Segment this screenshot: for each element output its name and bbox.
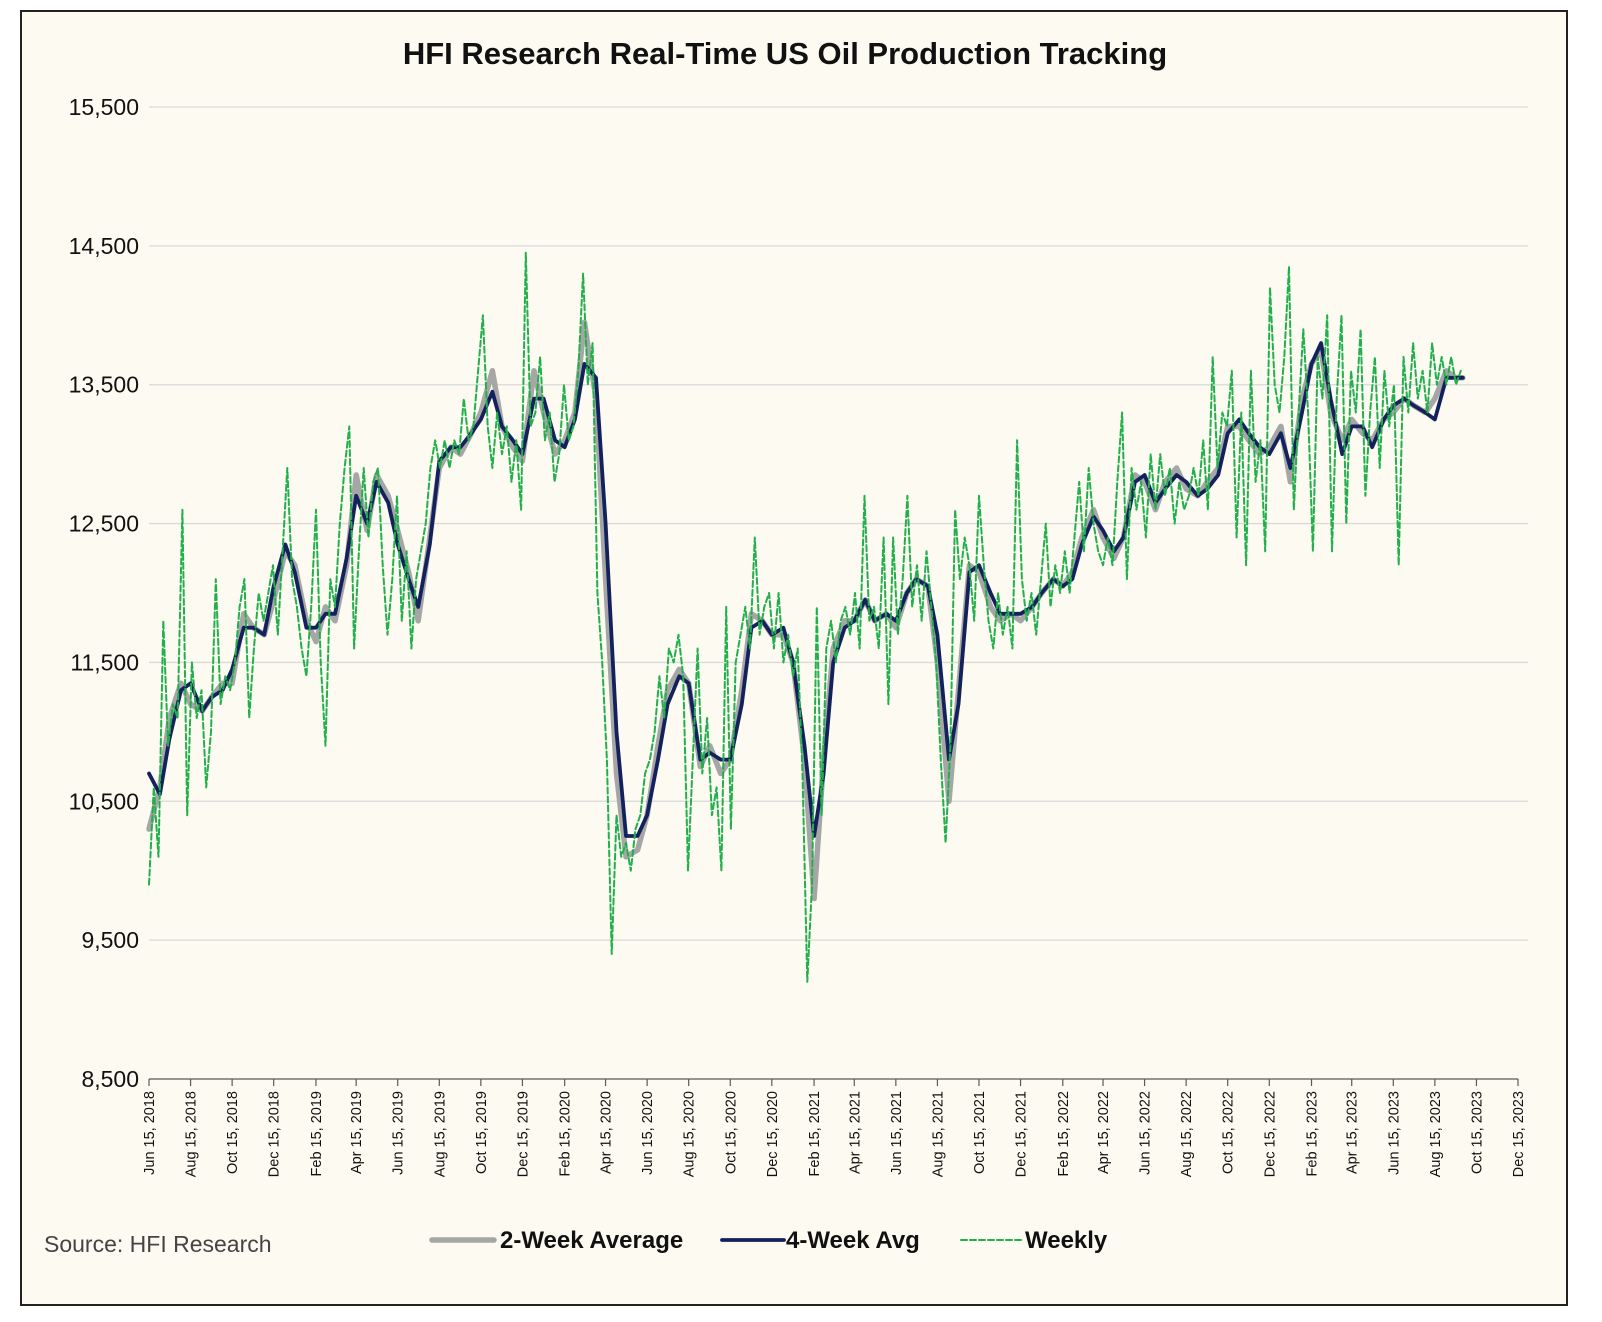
- x-tick-label: Aug 15, 2019: [432, 1091, 448, 1177]
- legend-label-4-week-avg: 4-Week Avg: [786, 1227, 920, 1254]
- x-tick-label: Dec 15, 2023: [1511, 1091, 1527, 1177]
- y-tick-label: 15,500: [69, 94, 139, 120]
- x-tick-label: Feb 15, 2023: [1305, 1091, 1321, 1176]
- y-tick-label: 12,500: [69, 511, 139, 537]
- y-tick-label: 9,500: [81, 927, 139, 953]
- x-tick-label: Oct 15, 2019: [474, 1091, 490, 1174]
- series-line-2-week-average: [146, 319, 1466, 902]
- y-tick-label: 10,500: [69, 788, 139, 814]
- y-tick-label: 11,500: [70, 649, 139, 675]
- x-tick-label: Aug 15, 2022: [1179, 1091, 1195, 1177]
- x-tick-label: Jun 15, 2021: [889, 1091, 905, 1175]
- chart-title: HFI Research Real-Time US Oil Production…: [403, 36, 1167, 71]
- chart-svg: 15,500 14,500 13,500 12,500 11,500 10,500 9,50…: [44, 36, 1528, 1257]
- y-axis-ticks: 15,500 14,500 13,500 12,500 11,500 10,500 9,50…: [69, 94, 139, 1092]
- x-tick-label: Jun 15, 2020: [640, 1091, 656, 1175]
- source-note: Source: HFI Research: [44, 1231, 272, 1257]
- x-tick-label: Oct 15, 2022: [1221, 1091, 1237, 1174]
- x-tick-label: Dec 15, 2019: [515, 1091, 531, 1177]
- x-tick-label: Aug 15, 2020: [682, 1091, 698, 1177]
- x-tick-label: Feb 15, 2021: [807, 1091, 823, 1176]
- y-tick-label: 8,500: [81, 1066, 139, 1092]
- x-tick-label: Jun 15, 2018: [142, 1091, 158, 1175]
- x-tick-label: Apr 15, 2019: [349, 1091, 365, 1174]
- x-tick-label: Apr 15, 2022: [1096, 1091, 1112, 1174]
- x-tick-label: Oct 15, 2023: [1469, 1091, 1485, 1174]
- x-tick-label: Aug 15, 2021: [930, 1091, 946, 1177]
- x-tick-label: Apr 15, 2020: [599, 1091, 615, 1174]
- series-line-4-week-avg: [147, 341, 1465, 838]
- x-tick-label: Aug 15, 2023: [1428, 1091, 1444, 1177]
- x-tick-label: Dec 15, 2022: [1262, 1091, 1278, 1177]
- legend-label-2-week-average: 2-Week Average: [500, 1227, 683, 1254]
- x-tick-label: Apr 15, 2023: [1345, 1091, 1361, 1174]
- x-tick-label: Aug 15, 2018: [184, 1091, 200, 1177]
- legend: 2-Week Average 4-Week Avg Weekly: [429, 1227, 1108, 1254]
- x-tick-label: Dec 15, 2018: [267, 1091, 283, 1177]
- chart-frame: 15,500 14,500 13,500 12,500 11,500 10,500 9,50…: [20, 10, 1568, 1306]
- series-lines: [146, 251, 1466, 983]
- legend-label-weekly: Weekly: [1025, 1227, 1108, 1254]
- x-tick-label: Feb 15, 2020: [558, 1091, 574, 1176]
- y-tick-label: 13,500: [69, 372, 139, 398]
- x-tick-label: Feb 15, 2019: [309, 1091, 325, 1176]
- x-tick-label: Dec 15, 2020: [765, 1091, 781, 1177]
- x-tick-label: Oct 15, 2018: [225, 1091, 241, 1174]
- x-tick-label: Jun 15, 2023: [1386, 1091, 1402, 1175]
- x-tick-label: Jun 15, 2022: [1138, 1091, 1154, 1175]
- series-line-weekly: [148, 251, 1462, 983]
- x-tick-label: Feb 15, 2022: [1056, 1091, 1072, 1176]
- gridlines: [149, 106, 1528, 941]
- y-tick-label: 14,500: [69, 233, 139, 259]
- x-tick-label: Oct 15, 2021: [972, 1091, 988, 1174]
- x-tick-label: Oct 15, 2020: [723, 1091, 739, 1174]
- x-axis-ticks: Jun 15, 2018 Aug 15, 2018 Oct 15, 2018 Dec …: [142, 1079, 1527, 1177]
- x-tick-label: Jun 15, 2019: [391, 1091, 407, 1175]
- x-tick-label: Dec 15, 2021: [1014, 1091, 1030, 1177]
- x-tick-label: Apr 15, 2021: [847, 1091, 863, 1174]
